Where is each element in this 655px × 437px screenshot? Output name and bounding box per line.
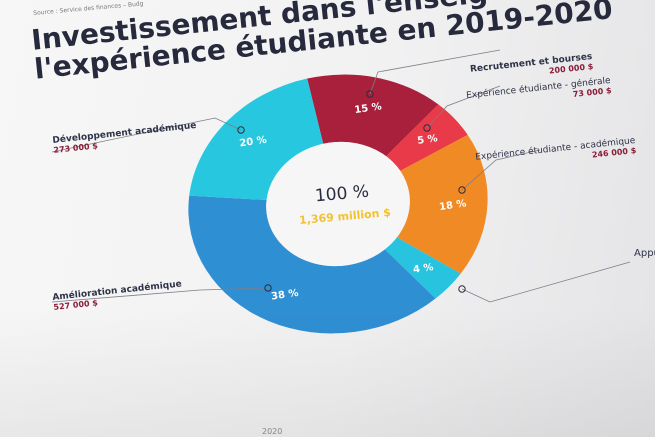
leader-line <box>51 287 269 303</box>
leader-marker <box>458 186 466 194</box>
slice-percent-label: 18 % <box>438 198 467 213</box>
slice-percent-label: 20 % <box>239 135 268 150</box>
leader-marker <box>423 124 431 132</box>
slice-percent-label: 4 % <box>412 262 434 276</box>
donut-slice-2 <box>386 104 468 171</box>
donut-hole <box>266 141 410 267</box>
slice-percent-label: 5 % <box>417 133 439 147</box>
leader-marker <box>237 126 245 134</box>
slice-percent-label: 38 % <box>271 288 300 303</box>
donut-slice-1 <box>307 74 439 157</box>
leader-line <box>461 149 541 191</box>
leader-line <box>426 85 501 129</box>
leader-line <box>461 261 631 303</box>
leader-line <box>51 117 242 153</box>
slice-percent-label: 15 % <box>354 101 383 116</box>
bottom-date-text: 2020 <box>262 427 283 436</box>
donut-slice-4 <box>384 237 461 299</box>
donut-slice-6 <box>189 78 324 200</box>
donut-slice-3 <box>396 134 488 274</box>
leader-marker <box>366 90 374 98</box>
donut-slice-5 <box>188 195 436 334</box>
leader-marker <box>458 285 466 293</box>
leader-line <box>369 49 501 95</box>
leader-marker <box>264 284 272 292</box>
edge-text-appui: Appui <box>634 248 655 259</box>
